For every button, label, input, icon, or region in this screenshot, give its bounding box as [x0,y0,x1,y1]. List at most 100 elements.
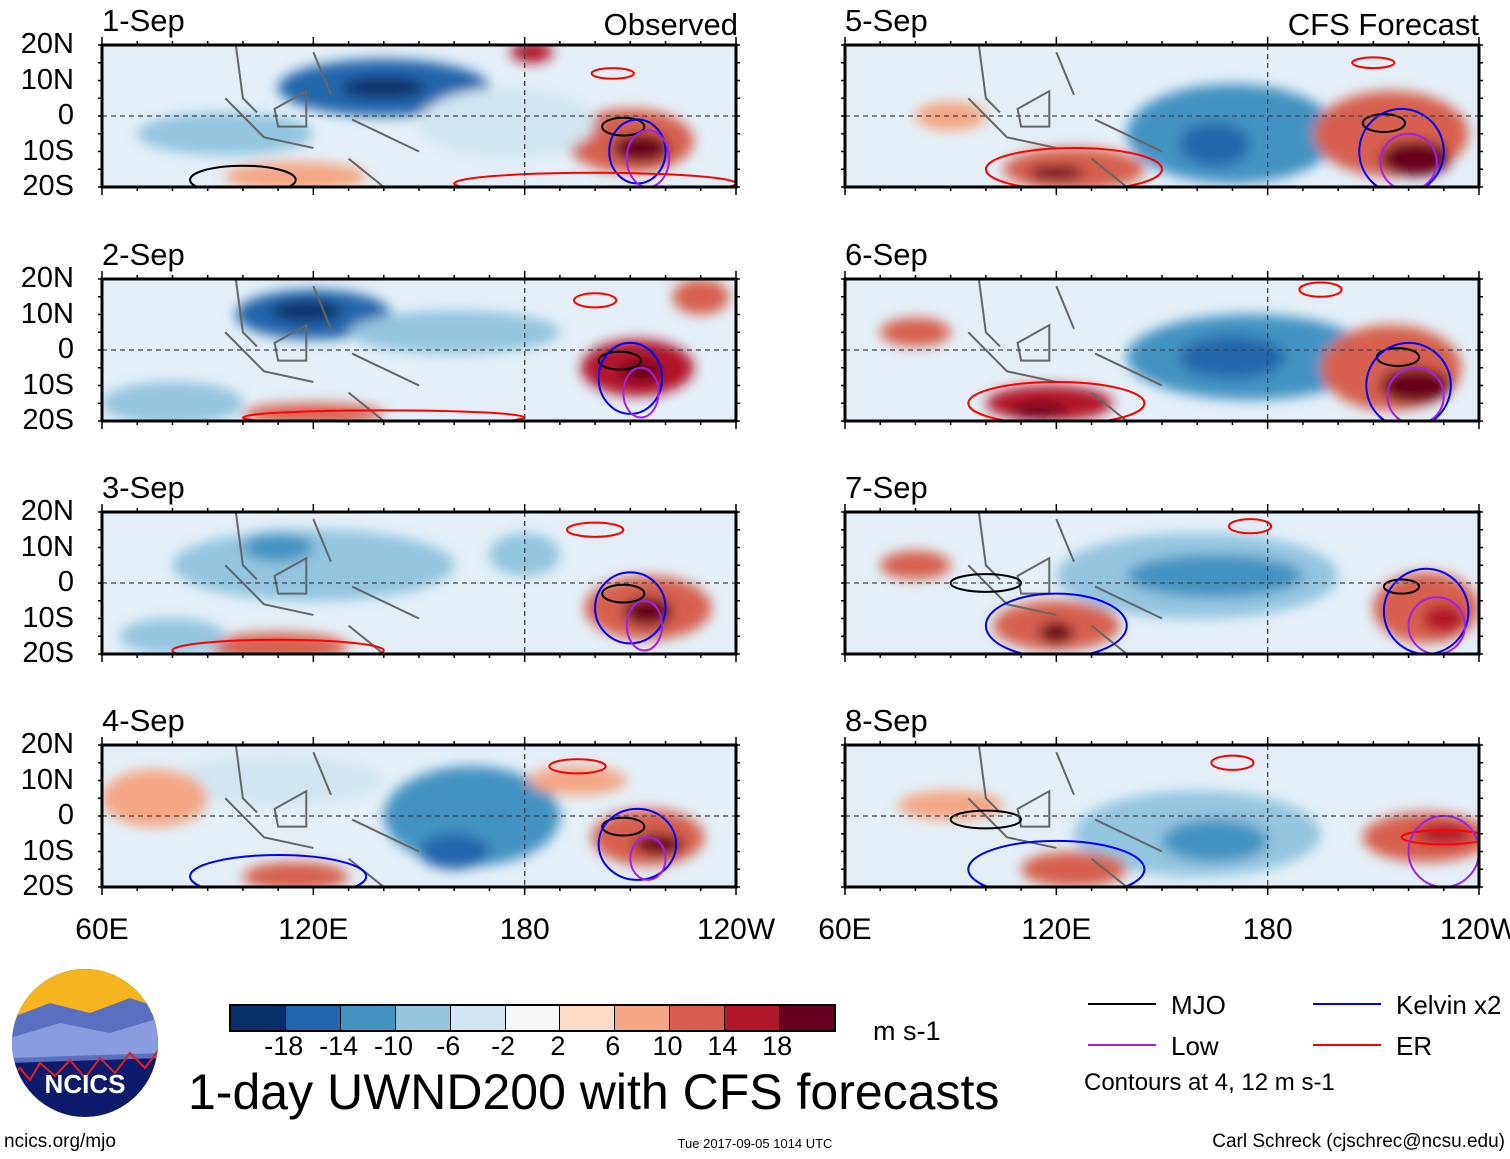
colorbar-swatch [285,1006,341,1030]
y-tick-label: 10S [22,134,74,167]
anomaly-blob [242,533,314,562]
colorbar-tick-label: -6 [436,1031,461,1061]
wave-contour [622,366,660,419]
colorbar-tick-label: -2 [491,1031,516,1061]
x-tick-label: 120W [696,913,776,946]
y-tick-label: 20S [22,170,74,202]
anomaly-blob [619,360,663,382]
map-panel-3-Sep [98,504,740,662]
map-panel-7-Sep [841,504,1483,662]
anomaly-blob [348,310,560,354]
wave-contour [949,809,1023,830]
panel-header: Observed [603,7,738,42]
y-tick-label: 10S [22,834,74,867]
wave-contour [1351,56,1396,70]
colorbar-swatch [725,1006,781,1030]
colorbar-tick-label: 6 [605,1031,621,1061]
wave-contour [548,758,607,775]
y-tick-label: 20N [20,728,74,760]
y-tick-label: 20S [22,870,74,902]
wave-contour [967,380,1146,421]
anomaly-blob [341,76,427,99]
footer-url: ncics.org/mjo [4,1131,116,1152]
wave-contour [1400,829,1479,846]
anomaly-blob [915,101,986,131]
panel-date-label: 2-Sep [102,237,185,272]
y-tick-label: 0 [57,99,74,131]
y-tick-label: 10N [20,297,74,330]
panel-header: CFS Forecast [1287,7,1479,42]
wave-contour [984,592,1128,654]
legend-line-er [1313,1044,1381,1046]
legend-label: Kelvin x2 [1396,990,1502,1020]
panel-date-label: 4-Sep [102,703,185,738]
y-tick-label: 0 [57,799,74,831]
anomaly-blob [1028,165,1085,180]
wave-contour [629,836,667,881]
panel-date-label: 3-Sep [102,470,185,505]
footer-timestamp: Tue 2017-09-05 1014 UTC [677,1136,833,1151]
coastline [967,279,1163,421]
wave-contour [189,164,297,187]
anomaly-blob [672,279,729,315]
map-panel-4-Sep [98,737,740,895]
anomaly-blob [510,45,553,63]
anomaly-blob [1162,819,1268,863]
ncics-logo: NCICS [12,969,158,1117]
legend-line-kelvin-x2 [1313,1003,1381,1005]
footer-author: Carl Schreck (cjschrec@ncsu.edu) [1212,1131,1505,1152]
panel-date-label: 1-Sep [102,3,185,38]
wave-contour [625,599,664,652]
colorbar-tick-label: -18 [264,1031,304,1061]
wave-contour [601,816,646,837]
anomaly-blob [102,769,208,827]
colorbar-swatch [231,1006,286,1030]
anomaly-blob [489,533,560,576]
anomaly-blob [528,766,627,795]
colorbar-swatch [395,1006,451,1030]
anomaly-blob [633,833,684,856]
coastline [224,45,420,187]
legend-line-mjo [1088,1003,1156,1005]
colorbar-swatch [615,1006,671,1030]
anomaly-blob [225,162,367,187]
wave-contour [984,146,1163,187]
colorbar-units: m s-1 [873,1016,941,1046]
anomaly-blob [1179,123,1251,166]
anomaly-blob [1380,367,1451,404]
legend-line-low [1088,1044,1156,1046]
coastline [224,512,420,654]
anomaly-blob [271,300,342,322]
wave-contour [1386,366,1445,421]
y-tick-label: 20N [20,262,74,294]
wave-contour [601,116,646,137]
anomaly-blob [119,618,226,654]
coastline [967,745,1163,887]
map-panel-5-Sep [841,37,1483,195]
anomaly-blob [1415,823,1472,845]
wave-contour [590,67,635,80]
colorbar [229,1004,836,1032]
panel-date-label: 6-Sep [845,237,928,272]
wave-contour [1379,132,1438,187]
x-tick-label: 180 [1242,913,1293,946]
colorbar-tick-label: -14 [319,1031,359,1061]
x-tick-label: 180 [499,913,550,946]
wave-contour [572,292,618,309]
wave-contour [1227,518,1273,535]
wave-contour [594,571,667,645]
legend-label: ER [1396,1031,1433,1061]
colorbar-swatch [450,1006,506,1030]
anomaly-blob [897,791,1004,820]
wave-contour [1361,113,1407,133]
map-panel-2-Sep [98,271,740,429]
y-tick-label: 10S [22,601,74,634]
colorbar-swatch [340,1006,396,1030]
x-tick-label: 120E [278,913,349,946]
x-tick-label: 60E [75,913,129,946]
x-tick-label: 120E [1021,913,1092,946]
legend-label: Low [1171,1031,1219,1061]
wave-contour [1298,281,1343,298]
colorbar-swatch [560,1006,616,1030]
x-tick-label: 120W [1439,913,1510,946]
